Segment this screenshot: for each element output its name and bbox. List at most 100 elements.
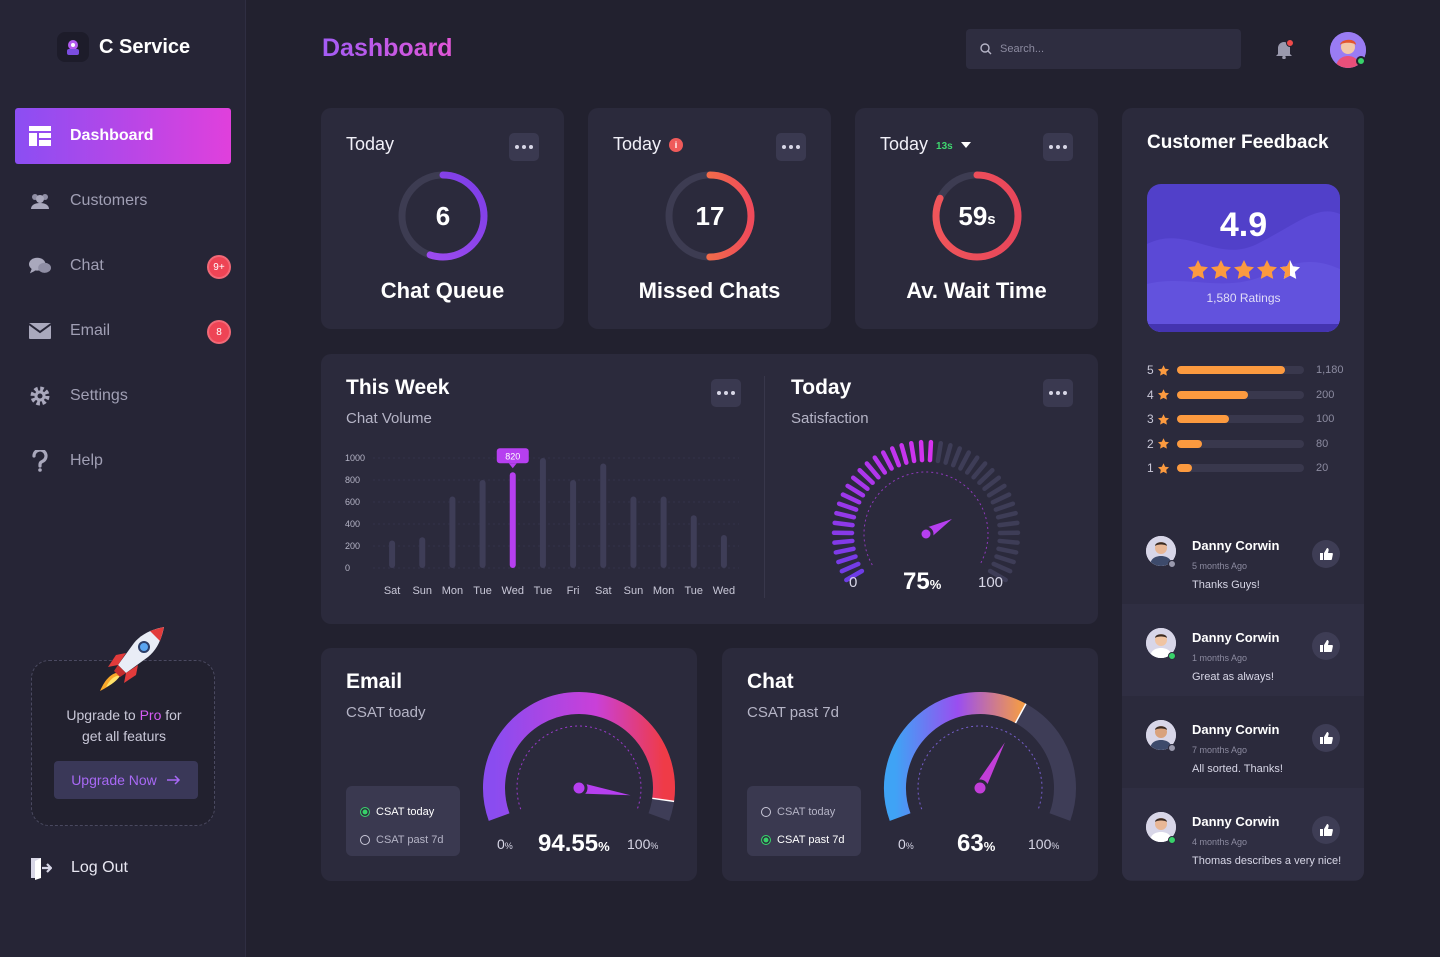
review-time: 5 months Ago [1192,561,1248,571]
gauge-inner-arc [917,725,1043,810]
reviewer-name: Danny Corwin [1192,722,1280,737]
search-icon [980,43,992,55]
review-text: All sorted. Thanks! [1192,763,1283,775]
gauge-tick [833,546,856,555]
reviewer-name: Danny Corwin [1192,538,1280,553]
star-number: 5 [1147,363,1154,377]
more-options-button[interactable] [711,379,741,407]
nav-item-dashboard[interactable]: Dashboard [15,108,231,164]
more-options-button[interactable] [1043,133,1073,161]
gauge-inner-arc [516,725,642,810]
nav-label: Customers [70,192,148,209]
bar[interactable] [660,496,667,569]
review-item: Danny Corwin 1 months Ago Great as alway… [1122,604,1364,696]
bar[interactable] [600,463,607,569]
thumbs-up-icon [1319,548,1333,560]
chat-badge: 9+ [207,255,231,279]
review-item: Danny Corwin 5 months Ago Thanks Guys! [1122,512,1364,604]
gauge-tick [958,450,972,471]
like-button[interactable] [1312,632,1340,660]
y-tick-label: 0 [345,563,350,573]
bar[interactable] [720,535,727,568]
reviewer-name: Danny Corwin [1192,630,1280,645]
nav-item-help[interactable]: Help [15,433,231,489]
csat-past-7d-option[interactable]: CSAT past 7d [360,826,460,854]
rating-bar [1177,366,1304,374]
gauge-tick [977,468,995,485]
gauge-hub [918,526,934,542]
search-input[interactable] [1000,43,1220,55]
notification-bell-icon[interactable] [1274,39,1294,64]
gauge-value: 94.55% [538,830,610,857]
more-options-button[interactable] [1043,379,1073,407]
x-tick-label: Mon [442,585,463,597]
gauge-tick [864,461,881,480]
more-options-button[interactable] [776,133,806,161]
gauge-max: 100% [627,836,659,852]
csat-toggle: CSAT today CSAT past 7d [346,786,460,856]
star-icon [1187,260,1208,279]
chat-volume-chart: 1000 800 600 400 200 0 Sat Sun Mon Tue Wed 820 Tue Fr… [345,448,739,597]
sidebar: C Service Dashboard Customers Chat 9+ [0,0,246,957]
like-button[interactable] [1312,540,1340,568]
gauge-tick [986,483,1007,498]
bar[interactable] [570,480,577,568]
email-badge: 8 [207,320,231,344]
nav-item-email[interactable]: Email 8 [15,303,231,359]
x-tick-label: Sat [595,585,612,597]
bar[interactable] [630,496,637,569]
bar[interactable] [509,472,516,568]
star-icon [1157,389,1169,400]
logout-button[interactable]: Log Out [28,856,128,880]
ratings-count: 1,580 Ratings [1206,291,1281,305]
brand[interactable]: C Service [57,32,190,62]
nav-item-chat[interactable]: Chat 9+ [15,238,231,294]
search-bar[interactable] [966,29,1241,69]
bar[interactable] [479,480,486,568]
nav-item-customers[interactable]: Customers [15,173,231,229]
like-button[interactable] [1312,816,1340,844]
bar[interactable] [539,458,546,568]
feedback-title: Customer Feedback [1147,132,1329,153]
card-head: Today [346,134,395,154]
csat-today-option[interactable]: CSAT today [761,798,861,826]
satisfaction-subtitle: Satisfaction [791,410,869,427]
gauge-tick [889,446,902,468]
mail-icon [29,320,51,342]
gauge-tick [844,568,865,583]
y-tick-label: 800 [345,475,360,485]
like-button[interactable] [1312,724,1340,752]
gauge-marker [652,797,675,803]
svg-text:200: 200 [345,541,360,551]
svg-text:400: 400 [345,519,360,529]
page-title: Dashboard [322,34,453,62]
weekly-card: This Week Chat Volume 1000 800 600 400 200 0 S… [321,354,1098,624]
rating-count: 20 [1316,462,1329,474]
csat-past-7d-option[interactable]: CSAT past 7d [761,826,861,854]
bar[interactable] [419,537,426,568]
rating-row: 2 80 [1147,436,1347,452]
nav-item-settings[interactable]: Settings [15,368,231,424]
y-tick-label: 200 [345,541,360,551]
missed-chats-ring: 17 [662,168,758,264]
more-options-button[interactable] [509,133,539,161]
review-time: 7 months Ago [1192,745,1248,755]
gauge-tick [971,461,988,480]
reviewer-status-dot [1168,744,1176,752]
csat-today-option[interactable]: CSAT today [360,798,460,826]
gauge-tick [832,520,855,528]
bar[interactable] [389,540,396,569]
gauge-tick [927,439,934,463]
upgrade-now-button[interactable]: Upgrade Now [54,761,198,799]
gauge-tick [839,561,861,574]
star-icon [1233,260,1254,279]
upgrade-card: Upgrade to Pro for get all featurs Upgra… [31,627,215,826]
bar[interactable] [690,515,697,568]
review-text: Great as always! [1192,671,1274,683]
chat-csat-card: Chat CSAT past 7d CSAT today CSAT past 7… [722,648,1098,881]
dashboard-icon [29,125,51,147]
gauge-value: 63% [957,830,996,857]
bar[interactable] [449,496,456,569]
rating-row: 5 1,180 [1147,362,1347,378]
rating-count: 80 [1316,437,1329,450]
